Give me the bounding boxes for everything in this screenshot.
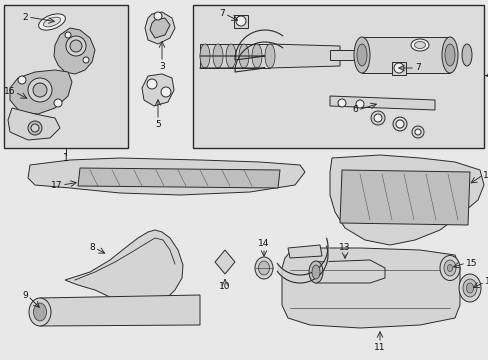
Ellipse shape <box>441 37 457 73</box>
Polygon shape <box>315 260 384 283</box>
Circle shape <box>370 111 384 125</box>
FancyBboxPatch shape <box>193 5 483 148</box>
Circle shape <box>28 78 52 102</box>
Text: 14: 14 <box>258 239 269 248</box>
Circle shape <box>393 63 403 73</box>
Circle shape <box>33 83 47 97</box>
Text: 6: 6 <box>351 105 357 114</box>
Ellipse shape <box>447 265 451 271</box>
Ellipse shape <box>311 265 319 279</box>
Polygon shape <box>145 12 175 44</box>
Text: 15: 15 <box>465 258 476 267</box>
Text: 11: 11 <box>373 343 385 352</box>
Polygon shape <box>65 230 183 308</box>
Text: 2: 2 <box>22 13 28 22</box>
Polygon shape <box>8 108 60 140</box>
Ellipse shape <box>443 260 455 276</box>
Circle shape <box>161 87 171 97</box>
Ellipse shape <box>29 298 51 326</box>
Polygon shape <box>287 245 321 258</box>
Ellipse shape <box>43 17 61 27</box>
Ellipse shape <box>254 257 272 279</box>
Ellipse shape <box>439 256 459 280</box>
Polygon shape <box>54 28 95 74</box>
Circle shape <box>355 100 363 108</box>
Text: 7: 7 <box>219 9 224 18</box>
Ellipse shape <box>264 44 274 68</box>
FancyBboxPatch shape <box>4 5 128 148</box>
Polygon shape <box>28 158 305 195</box>
Circle shape <box>54 99 62 107</box>
Polygon shape <box>391 62 405 75</box>
Ellipse shape <box>353 37 369 73</box>
Text: 13: 13 <box>339 243 350 252</box>
Polygon shape <box>329 155 483 245</box>
Ellipse shape <box>461 44 471 66</box>
Text: 3: 3 <box>159 62 164 71</box>
Ellipse shape <box>414 41 425 49</box>
Text: 16: 16 <box>3 87 15 96</box>
Circle shape <box>373 114 381 122</box>
Circle shape <box>154 12 162 20</box>
Ellipse shape <box>39 14 65 30</box>
Text: 7: 7 <box>414 63 420 72</box>
Ellipse shape <box>410 39 428 51</box>
Text: 8: 8 <box>89 243 95 252</box>
Circle shape <box>31 124 39 132</box>
Ellipse shape <box>356 44 366 66</box>
Ellipse shape <box>239 44 248 68</box>
Circle shape <box>414 129 420 135</box>
Polygon shape <box>329 96 434 110</box>
Circle shape <box>66 36 86 56</box>
Polygon shape <box>361 37 449 73</box>
Polygon shape <box>200 44 269 68</box>
Circle shape <box>337 99 346 107</box>
Polygon shape <box>10 70 72 114</box>
Ellipse shape <box>444 44 454 66</box>
Text: 5: 5 <box>155 120 161 129</box>
Text: 9: 9 <box>22 292 28 301</box>
Circle shape <box>28 121 42 135</box>
Circle shape <box>65 32 71 38</box>
Polygon shape <box>282 248 459 328</box>
Circle shape <box>70 40 82 52</box>
Polygon shape <box>40 295 200 326</box>
Ellipse shape <box>200 44 209 68</box>
Polygon shape <box>78 168 280 188</box>
Ellipse shape <box>225 44 236 68</box>
Text: 1: 1 <box>63 153 69 163</box>
Polygon shape <box>339 170 469 225</box>
Polygon shape <box>269 44 339 68</box>
Circle shape <box>147 79 157 89</box>
Ellipse shape <box>458 274 480 302</box>
Text: 17: 17 <box>50 180 62 189</box>
Polygon shape <box>329 50 364 60</box>
Circle shape <box>392 117 406 131</box>
Polygon shape <box>215 250 235 274</box>
Circle shape <box>18 76 26 84</box>
Ellipse shape <box>466 283 472 293</box>
Circle shape <box>236 16 245 26</box>
Polygon shape <box>234 15 247 28</box>
Ellipse shape <box>213 44 223 68</box>
Text: 12: 12 <box>484 278 488 287</box>
Circle shape <box>395 120 403 128</box>
Polygon shape <box>142 74 174 106</box>
Circle shape <box>83 57 89 63</box>
Ellipse shape <box>462 279 476 297</box>
Text: 4: 4 <box>485 71 488 80</box>
Ellipse shape <box>258 261 269 275</box>
Ellipse shape <box>34 303 46 321</box>
Ellipse shape <box>308 261 323 283</box>
Text: 10: 10 <box>219 282 230 291</box>
Text: 18: 18 <box>482 171 488 180</box>
Polygon shape <box>150 18 170 38</box>
Ellipse shape <box>251 44 262 68</box>
Circle shape <box>411 126 423 138</box>
